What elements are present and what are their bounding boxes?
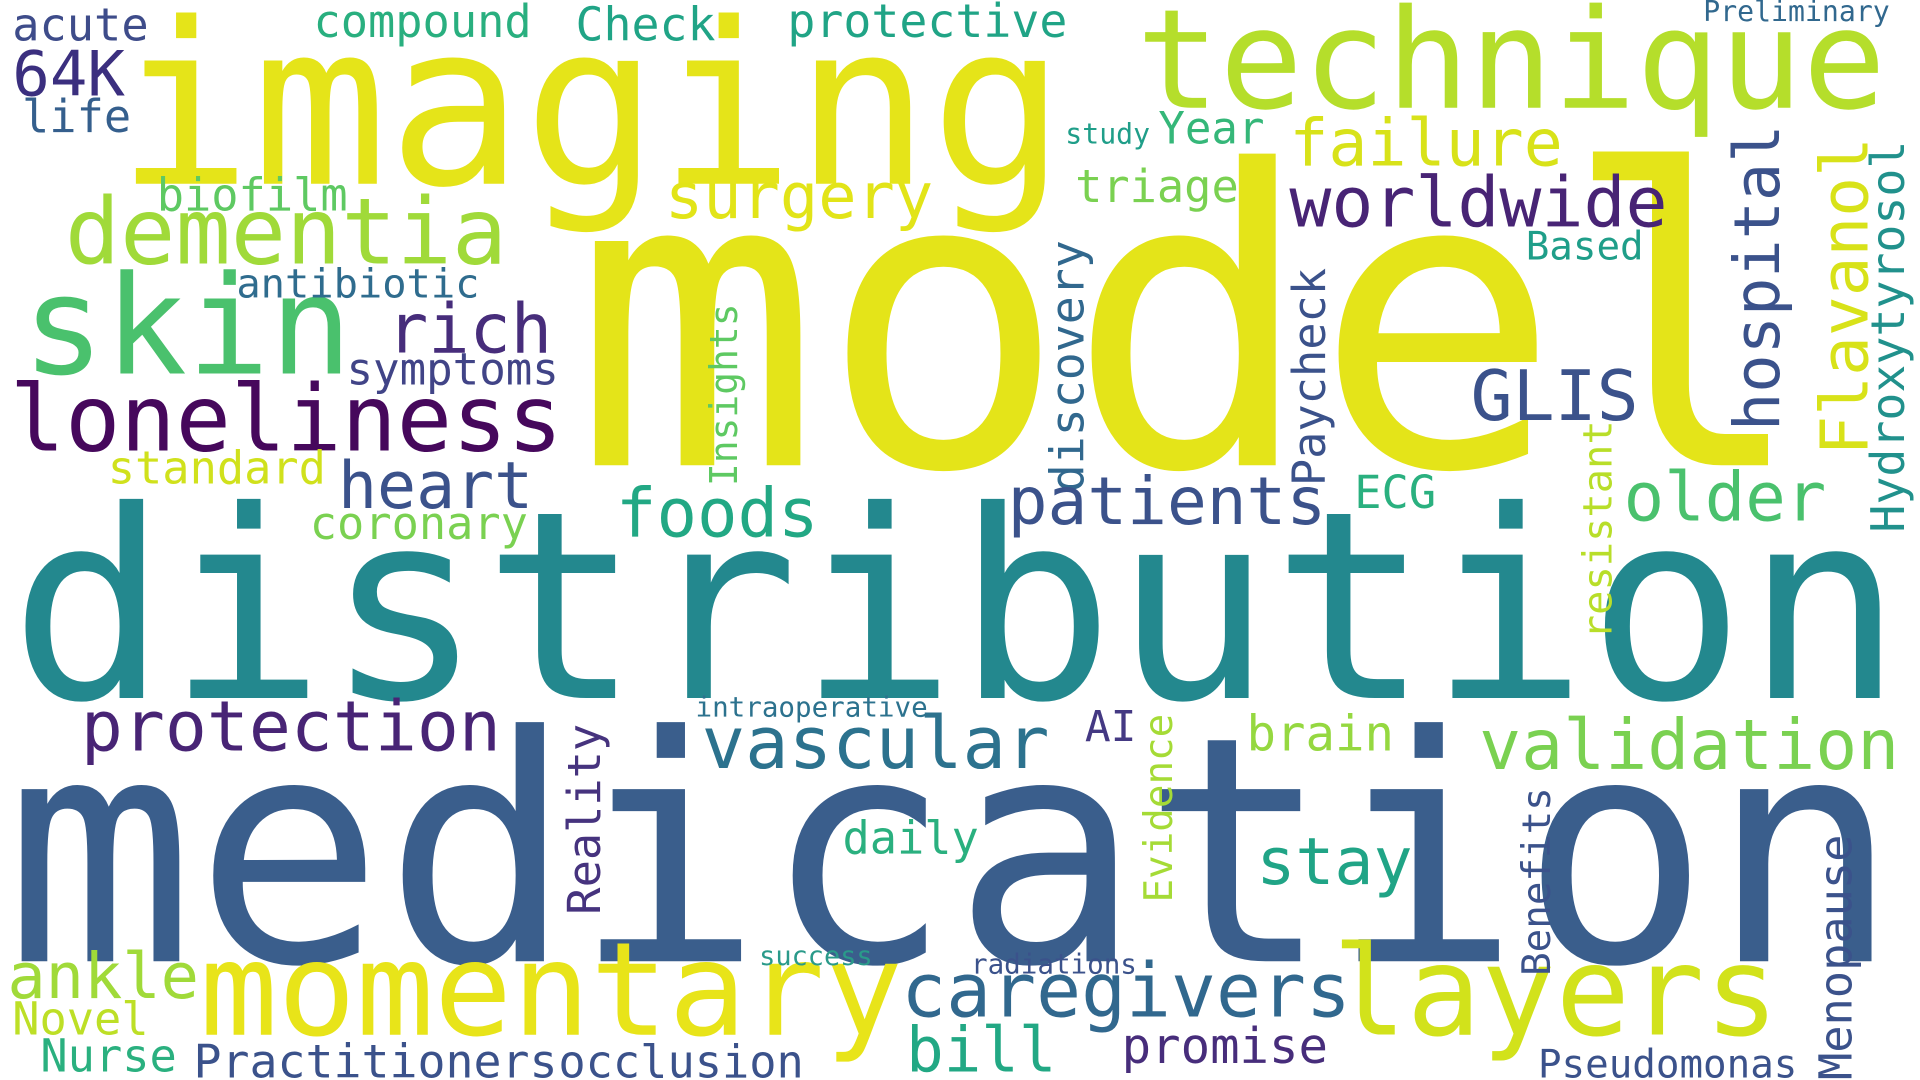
- word: symptoms: [347, 344, 559, 395]
- word: Pseudomonas: [1538, 1043, 1797, 1080]
- word: Benefits: [1515, 787, 1560, 976]
- word: skin: [22, 247, 352, 406]
- word: discovery: [1041, 240, 1095, 492]
- word: protective: [787, 0, 1067, 48]
- word: Check: [576, 0, 716, 51]
- word: daily: [842, 811, 978, 864]
- word: heart: [338, 449, 533, 524]
- word: layers: [1332, 921, 1779, 1065]
- word: Preliminary: [1703, 0, 1889, 28]
- word: radiations: [971, 948, 1137, 980]
- word: compound: [313, 0, 531, 48]
- word: surgery: [665, 160, 933, 234]
- word: medication: [5, 670, 1900, 1036]
- word: validation: [1479, 705, 1899, 786]
- word: older: [1624, 457, 1827, 536]
- word: stay: [1256, 825, 1412, 900]
- word: life: [22, 90, 131, 143]
- word: resistant: [1573, 420, 1621, 639]
- word: antibiotic: [236, 260, 479, 308]
- word: dementia: [65, 178, 507, 285]
- word: success: [759, 941, 872, 972]
- word: Practitioners: [193, 1035, 557, 1080]
- word: GLIS: [1471, 356, 1639, 437]
- word: Hydroxytyrosol: [1861, 141, 1915, 533]
- word: Nurse: [40, 1029, 176, 1080]
- word: bill: [906, 1013, 1056, 1080]
- word: vascular: [702, 702, 1050, 786]
- word: momentary: [200, 915, 903, 1066]
- word: rich: [387, 290, 552, 370]
- word: Flavanol: [1806, 137, 1883, 455]
- word: protection: [81, 687, 501, 768]
- word: patients: [1008, 463, 1326, 540]
- word: worldwide: [1289, 163, 1667, 244]
- word: 64K: [12, 38, 125, 111]
- word: distribution: [10, 455, 1903, 760]
- word: occlusion: [558, 1036, 803, 1080]
- word: triage: [1075, 160, 1239, 213]
- word: Reality: [558, 724, 611, 915]
- word: imaging: [116, 0, 1065, 238]
- word: Year: [1158, 103, 1264, 154]
- word: model: [573, 84, 1808, 562]
- word: acute: [12, 0, 148, 51]
- word: biofilm: [157, 169, 348, 222]
- word: intraoperative: [696, 691, 928, 723]
- word: Insights: [702, 303, 746, 486]
- word: study: [1065, 117, 1150, 150]
- word: Based: [1526, 225, 1644, 270]
- word: hospital: [1721, 124, 1795, 431]
- word: Evidence: [1137, 714, 1182, 903]
- word: foods: [616, 473, 819, 552]
- word: ankle: [7, 940, 199, 1014]
- word: technique: [1136, 0, 1886, 141]
- word: caregivers: [901, 947, 1351, 1034]
- word: Menopause: [1809, 835, 1862, 1080]
- word: standard: [108, 442, 326, 495]
- word: promise: [1122, 1018, 1328, 1075]
- word: failure: [1289, 106, 1562, 181]
- word: coronary: [310, 497, 528, 550]
- word: AI: [1085, 702, 1137, 752]
- word: loneliness: [10, 366, 563, 473]
- word: brain: [1247, 706, 1394, 763]
- word: ECG: [1354, 466, 1436, 519]
- word: Paycheck: [1283, 268, 1336, 486]
- word: Novel: [12, 993, 148, 1046]
